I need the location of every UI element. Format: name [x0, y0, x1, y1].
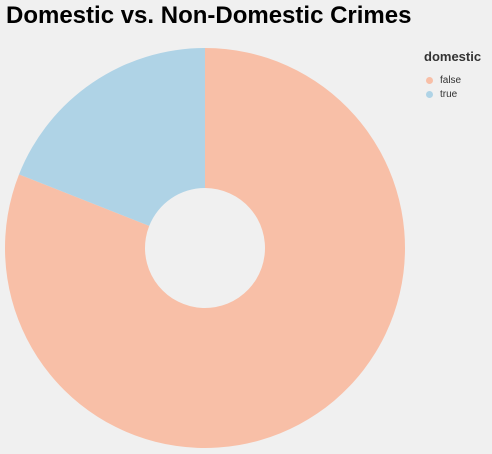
legend-swatch-false [426, 76, 433, 84]
legend: domestic false true [424, 49, 481, 101]
legend-label-false: false [440, 74, 462, 86]
legend-title: domestic [424, 49, 482, 64]
legend-item-false: false [424, 73, 481, 87]
chart-title: Domestic vs. Non-Domestic Crimes [6, 2, 412, 29]
legend-label-true: true [440, 88, 458, 100]
legend-swatch-true [426, 90, 433, 98]
slice-true [19, 48, 205, 226]
slice-false [4, 48, 405, 449]
legend-item-true: true [424, 87, 481, 101]
